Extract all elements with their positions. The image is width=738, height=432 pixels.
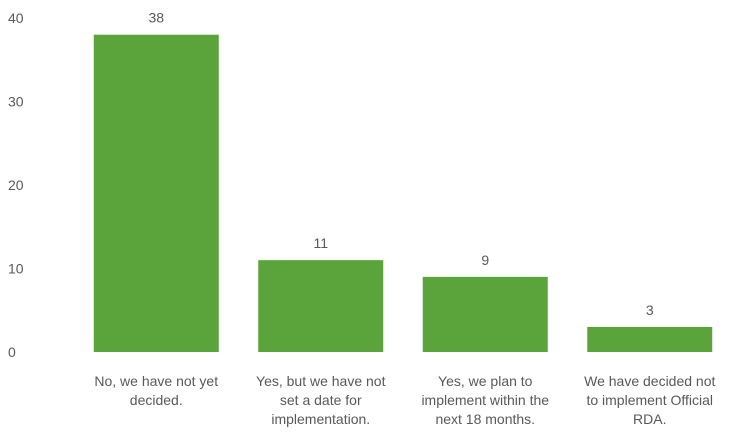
data-label: 11 — [313, 235, 328, 251]
x-category-label: Yes, we plan to implement within the next … — [421, 373, 549, 427]
y-tick-label: 40 — [8, 10, 24, 26]
y-axis: 0 10 20 30 40 — [8, 10, 24, 360]
data-labels: 38 11 9 3 — [148, 10, 653, 318]
data-label: 3 — [646, 302, 654, 318]
data-label: 9 — [481, 252, 489, 268]
bar — [93, 34, 219, 352]
y-tick-label: 0 — [8, 344, 16, 360]
x-category-label-line: implementation. — [271, 411, 370, 427]
x-category-label-line: to implement Official — [586, 392, 713, 408]
x-category-label: No, we have not yet decided. — [94, 373, 218, 408]
data-label: 38 — [148, 10, 164, 26]
x-category-label-line: Yes, we plan to — [438, 373, 533, 389]
x-category-label-line: next 18 months. — [435, 411, 535, 427]
x-category-label-line: Yes, but we have not — [256, 373, 386, 389]
y-tick-label: 10 — [8, 261, 24, 277]
bar — [258, 260, 384, 352]
x-category-label-line: No, we have not yet — [94, 373, 218, 389]
bar — [422, 276, 548, 352]
x-category-label-line: implement within the — [421, 392, 549, 408]
x-category-label: Yes, but we have not set a date for implem… — [256, 373, 386, 427]
x-category-label-line: RDA. — [633, 411, 666, 427]
x-category-label-line: decided. — [130, 392, 183, 408]
x-category-label-line: set a date for — [280, 392, 362, 408]
y-tick-label: 30 — [8, 94, 24, 110]
x-axis: No, we have not yet decided. Yes, but we h… — [94, 373, 715, 427]
y-tick-label: 20 — [8, 177, 24, 193]
bars — [93, 34, 713, 352]
bar — [587, 326, 713, 352]
x-category-label-line: We have decided not — [584, 373, 715, 389]
x-category-label: We have decided not to implement Official… — [584, 373, 715, 427]
